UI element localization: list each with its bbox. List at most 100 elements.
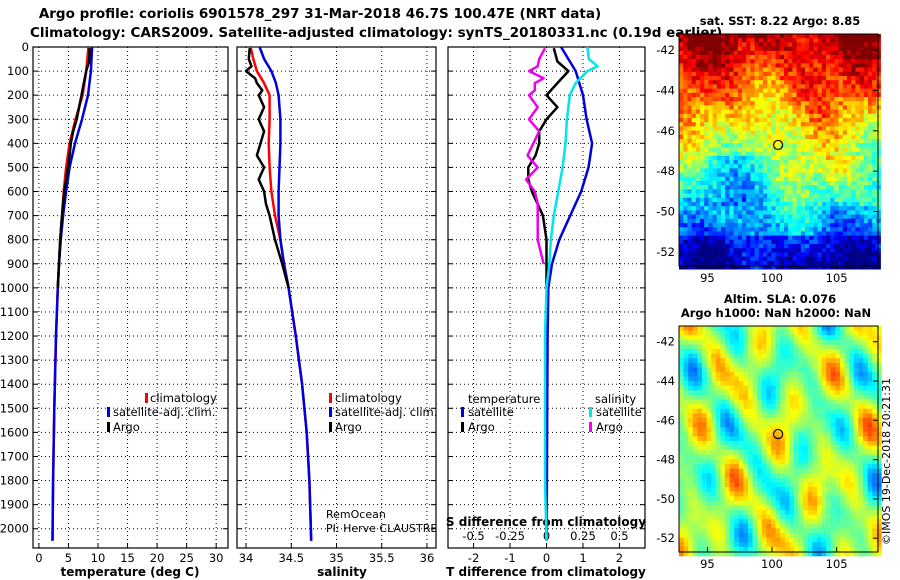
map-cell xyxy=(835,344,841,350)
map-cell xyxy=(700,244,705,249)
map-cell xyxy=(838,92,844,98)
map-cell xyxy=(711,468,717,474)
map-cell xyxy=(830,510,836,515)
map-cell xyxy=(796,97,802,102)
map-cell xyxy=(691,164,697,169)
map-cell xyxy=(692,367,698,373)
map-cell xyxy=(835,436,841,442)
map-cell xyxy=(683,477,689,483)
map-cell xyxy=(838,113,844,119)
map-cell xyxy=(687,50,692,56)
map-cell xyxy=(821,353,827,359)
map-cell xyxy=(851,206,856,211)
map-cell xyxy=(683,353,689,359)
map-cell xyxy=(863,353,868,359)
map-cell xyxy=(695,46,701,52)
map-cell xyxy=(792,126,797,131)
map-cell xyxy=(683,427,689,433)
map-cell xyxy=(752,487,758,492)
map-cell xyxy=(807,413,813,419)
map-cell xyxy=(809,244,814,249)
map-cell xyxy=(876,510,882,515)
map-cell xyxy=(805,256,810,262)
map-cell xyxy=(754,260,760,266)
map-cell xyxy=(716,155,722,161)
map-cell xyxy=(720,523,726,529)
map-cell xyxy=(849,330,855,336)
map-cell xyxy=(738,523,744,529)
map-cell xyxy=(691,185,697,190)
map-cell xyxy=(876,248,881,253)
map-cell xyxy=(817,101,823,106)
map-cell xyxy=(876,496,882,502)
map-cell xyxy=(844,510,850,515)
map-cell xyxy=(835,505,841,511)
map-cell xyxy=(794,431,799,437)
y-tick-label: 0 xyxy=(22,40,29,54)
map-cell xyxy=(813,38,818,43)
map-cell xyxy=(876,76,881,81)
y-tick-label: 1500 xyxy=(0,401,29,415)
map-cell xyxy=(807,436,813,442)
map-cell xyxy=(840,514,845,520)
map-cell xyxy=(708,46,713,52)
map-cell xyxy=(859,42,865,47)
map-cell xyxy=(748,418,753,423)
map-cell xyxy=(737,223,743,228)
map-cell xyxy=(691,88,697,94)
plot-frame xyxy=(236,46,437,549)
map-cell xyxy=(763,218,768,224)
map-cell xyxy=(738,353,744,359)
map-cell xyxy=(761,519,767,525)
map-cell xyxy=(788,88,793,94)
map-cell xyxy=(779,172,785,178)
map-cell xyxy=(687,155,692,161)
map-cell xyxy=(855,88,860,94)
map-cell xyxy=(767,235,772,241)
map-cell xyxy=(679,523,684,529)
map-cell xyxy=(679,358,684,364)
map-cell xyxy=(779,42,785,47)
map-cell xyxy=(691,206,697,211)
map-cell xyxy=(840,418,845,423)
map-cell xyxy=(775,206,781,211)
map-cell xyxy=(855,181,860,186)
map-cell xyxy=(803,422,809,428)
map-cell xyxy=(734,473,740,479)
map-cell xyxy=(691,71,697,77)
map-cell xyxy=(752,431,758,437)
map-cell xyxy=(725,381,730,387)
map-cell xyxy=(729,151,734,157)
map-cell xyxy=(695,206,701,211)
map-cell xyxy=(695,151,701,157)
map-cell xyxy=(752,349,758,354)
map-cell xyxy=(729,139,734,144)
map-cell xyxy=(767,88,772,94)
map-cell xyxy=(842,235,848,241)
map-cell xyxy=(867,358,873,364)
map-cell xyxy=(868,134,873,140)
x-tick-label: 10 xyxy=(91,551,106,565)
map-cell xyxy=(788,139,793,144)
map-cell xyxy=(767,252,772,257)
map-cell xyxy=(725,34,730,39)
map-cell xyxy=(872,84,877,89)
map-cell xyxy=(683,335,689,341)
map-cell xyxy=(830,164,835,169)
map-cell xyxy=(798,427,804,433)
map-cell xyxy=(849,353,855,359)
map-cell xyxy=(868,197,873,203)
map-cell xyxy=(679,441,684,446)
map-cell xyxy=(847,143,852,148)
map-cell xyxy=(771,496,776,502)
series-satellite-adj-clim- xyxy=(51,46,94,541)
map-cell xyxy=(798,362,804,368)
x-tick-label: 25 xyxy=(179,551,194,565)
map-cell xyxy=(775,143,781,148)
map-cell xyxy=(805,239,810,245)
map-cell xyxy=(779,38,785,43)
map-cell xyxy=(706,427,712,433)
map-cell xyxy=(868,143,873,148)
map-cell xyxy=(720,422,726,428)
map-cell xyxy=(855,55,860,60)
